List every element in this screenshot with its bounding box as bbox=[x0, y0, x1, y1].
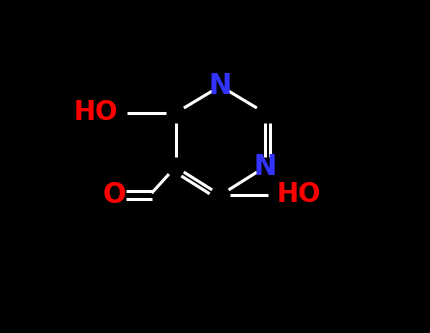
Text: N: N bbox=[209, 72, 232, 100]
Text: O: O bbox=[102, 181, 126, 209]
Text: HO: HO bbox=[277, 182, 321, 208]
Text: N: N bbox=[254, 153, 277, 181]
Text: HO: HO bbox=[73, 100, 118, 126]
